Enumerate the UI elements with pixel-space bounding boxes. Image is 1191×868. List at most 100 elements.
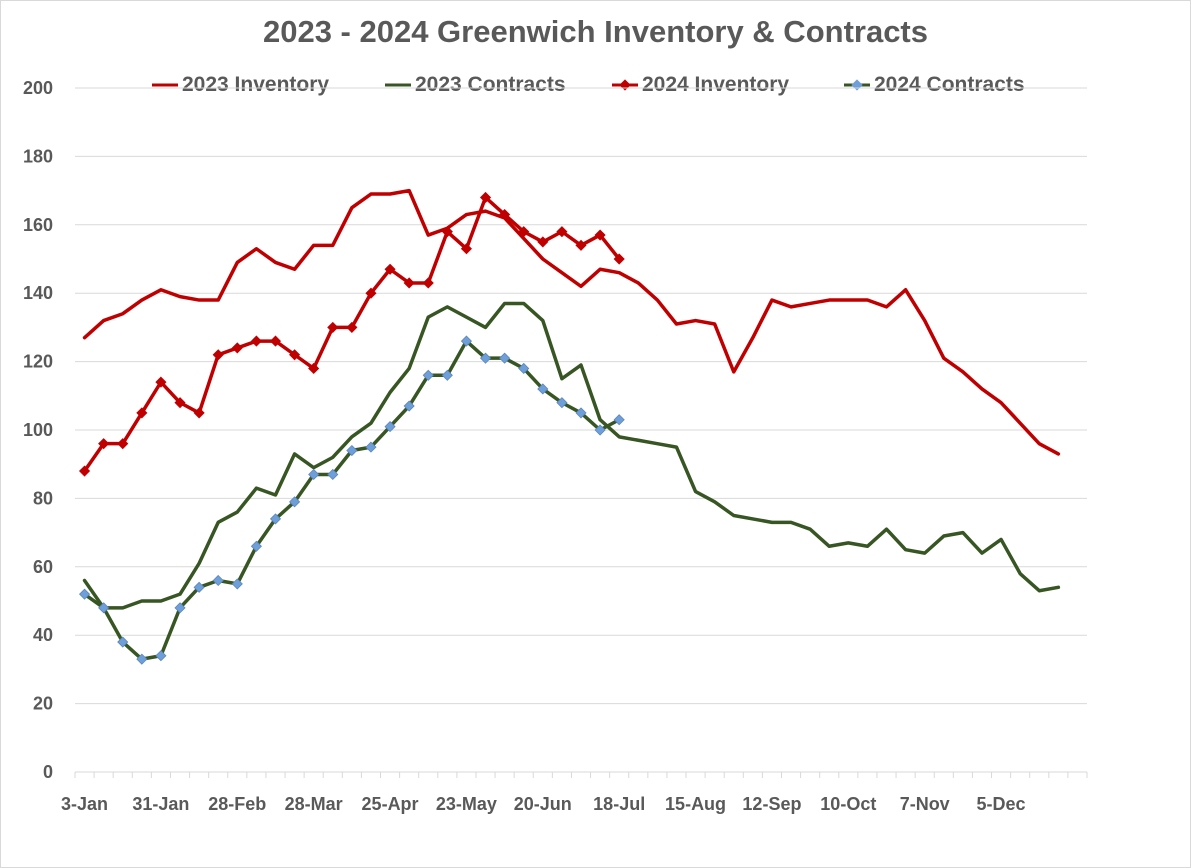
data-point [136, 653, 148, 665]
legend-label-2023-contracts: 2023 Contracts [415, 73, 566, 96]
data-point [365, 287, 377, 299]
data-point [365, 441, 377, 453]
data-point [537, 236, 549, 248]
y-tick-label: 200 [23, 78, 53, 98]
data-point [384, 263, 396, 275]
data-point [479, 191, 492, 204]
data-point [117, 438, 129, 450]
data-point [327, 321, 339, 333]
data-point [289, 349, 301, 361]
y-tick-label: 60 [33, 557, 53, 577]
data-point [613, 414, 625, 426]
x-tick-label: 12-Sep [742, 794, 801, 814]
data-point [518, 362, 530, 375]
data-point [479, 352, 492, 364]
series-layer [78, 188, 1061, 665]
data-point [327, 468, 339, 481]
data-point [403, 400, 415, 412]
tick-labels: 0 20 40 60 80 100 120 140 160 180 200 3-Jan 31-Jan 28… [23, 78, 1026, 814]
legend-label-2023-inventory: 2023 Inventory [182, 73, 330, 96]
x-tick-label: 7-Nov [900, 794, 950, 814]
y-tick-label: 40 [33, 625, 53, 645]
data-point [613, 253, 625, 265]
x-tick-label: 28-Mar [285, 794, 343, 814]
x-tick-label: 18-Jul [593, 794, 645, 814]
data-point [98, 438, 110, 450]
y-tick-label: 80 [33, 488, 53, 508]
data-point [384, 421, 396, 433]
data-point [78, 588, 91, 600]
series-2024-inventory [78, 191, 625, 477]
data-point [136, 407, 148, 419]
data-point [575, 407, 587, 419]
x-tick-label: 3-Jan [61, 794, 108, 814]
legend-swatch-2023-inventory [152, 83, 178, 87]
y-tick-label: 140 [23, 283, 53, 303]
series-2023-inventory [82, 188, 1061, 456]
data-point [499, 208, 511, 221]
data-point [575, 239, 587, 251]
data-point [231, 342, 243, 354]
y-tick-label: 180 [23, 146, 53, 166]
legend: 2023 Inventory 2023 Contracts 2024 Inven… [150, 70, 1050, 102]
data-point [308, 468, 320, 481]
data-point [441, 369, 453, 381]
legend-item-2024-inventory: 2024 Inventory [610, 70, 789, 100]
x-tick-label: 15-Aug [665, 794, 726, 814]
data-point [346, 444, 358, 457]
data-point [556, 397, 568, 409]
data-point [155, 376, 167, 388]
y-tick-label: 120 [23, 352, 53, 372]
legend-item-2023-contracts: 2023 Contracts [383, 70, 566, 100]
x-tick-label: 31-Jan [132, 794, 189, 814]
x-tick-label: 28-Feb [208, 794, 266, 814]
gridlines [75, 87, 1087, 705]
series-2023-contracts [82, 301, 1061, 610]
series-2024-contracts [78, 335, 625, 665]
data-point [518, 226, 530, 238]
legend-label-2024-contracts: 2024 Contracts [874, 73, 1025, 96]
axes [74, 771, 1088, 778]
data-point [193, 581, 205, 593]
y-tick-label: 160 [23, 215, 53, 235]
x-tick-label: 10-Oct [820, 794, 876, 814]
data-point [269, 513, 282, 525]
data-point [193, 407, 205, 419]
legend-label-2024-inventory: 2024 Inventory [642, 73, 790, 96]
data-point [460, 243, 472, 255]
y-tick-label: 100 [23, 420, 53, 440]
data-point [422, 369, 434, 381]
legend-item-2023-inventory: 2023 Inventory [150, 70, 329, 100]
data-point [308, 362, 320, 375]
x-tick-label: 23-May [436, 794, 497, 814]
data-point [594, 229, 606, 241]
legend-swatch-2023-contracts [385, 83, 411, 87]
data-point [460, 335, 472, 347]
data-point [422, 277, 434, 289]
x-tick-label: 5-Dec [977, 794, 1026, 814]
data-point [98, 602, 110, 614]
data-point [250, 335, 262, 347]
data-point [212, 574, 224, 587]
data-point [403, 277, 415, 289]
data-point [212, 349, 224, 361]
data-point [346, 321, 358, 333]
data-point [231, 578, 243, 590]
data-point [155, 650, 167, 662]
y-tick-label: 20 [33, 694, 53, 714]
data-point [594, 424, 606, 436]
data-point [250, 540, 262, 552]
series-line [82, 301, 1061, 610]
series-line [82, 188, 1061, 456]
x-tick-label: 25-Apr [362, 794, 419, 814]
data-point [174, 602, 186, 614]
data-point [537, 383, 549, 395]
data-point [499, 352, 511, 364]
data-point [78, 465, 91, 477]
data-point [289, 496, 301, 508]
x-tick-label: 20-Jun [514, 794, 572, 814]
chart-title: 2023 - 2024 Greenwich Inventory & Contra… [262, 14, 929, 49]
y-tick-label: 0 [43, 762, 53, 782]
